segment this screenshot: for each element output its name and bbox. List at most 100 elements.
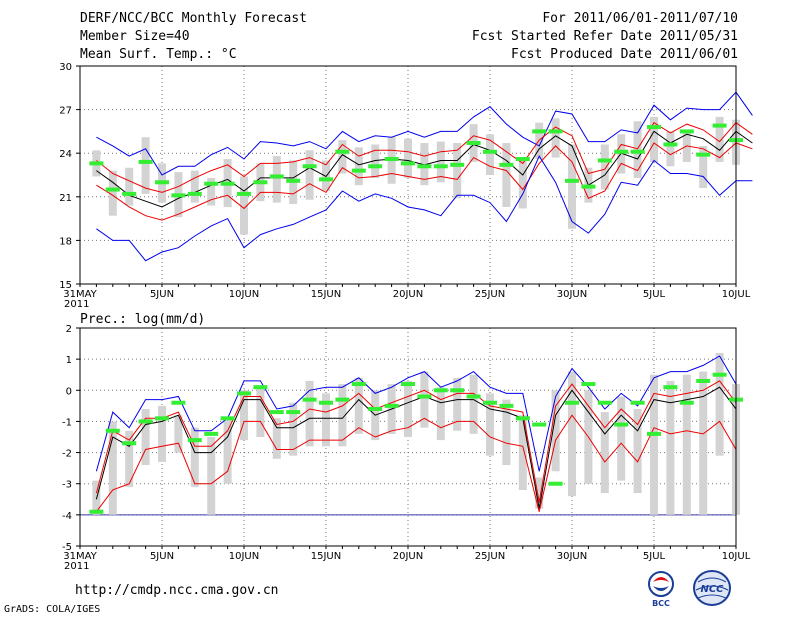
prec-obs-marker	[368, 406, 383, 411]
temp-range-bar	[486, 134, 494, 175]
prec-obs-marker	[89, 509, 104, 514]
temp-range-bar	[420, 143, 429, 186]
prec-obs-marker	[417, 394, 432, 399]
prec-line-max	[95, 355, 737, 472]
temp-obs-marker	[630, 149, 645, 154]
prec-range-bar	[518, 415, 527, 490]
prec-range-bar	[322, 393, 330, 447]
prec-panel-title: Prec.: log(mm/d)	[80, 312, 205, 327]
temp-range-bar	[715, 116, 724, 162]
temp-range-bar	[125, 167, 134, 206]
temp-ytick-label: 21	[59, 193, 72, 204]
temp-xtick-label: 25JUN	[475, 289, 505, 300]
prec-range-bar	[305, 380, 314, 447]
temp-line-p90	[96, 122, 753, 193]
member-size: Member Size=40	[80, 29, 190, 44]
temp-year-label: 2011	[64, 299, 89, 310]
temp-range-bar	[190, 170, 199, 203]
temp-range-bar	[568, 144, 576, 229]
prec-obs-marker	[565, 400, 579, 405]
temp-obs-marker	[351, 168, 366, 173]
temp-range-bar	[108, 170, 117, 216]
temp-obs-marker	[122, 191, 137, 196]
prec-obs-marker	[614, 422, 629, 427]
temp-range-bar	[404, 138, 412, 178]
prec-range-bar	[420, 371, 429, 428]
temp-obs-marker	[204, 181, 219, 186]
prec-range-bar	[617, 396, 626, 481]
temp-obs-marker	[269, 174, 284, 179]
prec-obs-marker	[532, 422, 547, 427]
prec-obs-marker	[548, 481, 563, 486]
temp-range-bar	[633, 121, 642, 178]
prec-obs-marker	[630, 400, 645, 405]
temp-line-p10	[96, 142, 753, 221]
temp-xtick-label: 5JUN	[150, 289, 174, 300]
prec-range-bar	[600, 412, 609, 494]
temp-range-bar	[141, 137, 150, 194]
temp-obs-marker	[401, 161, 415, 166]
prec-range-bar	[190, 427, 199, 487]
temp-obs-marker	[663, 142, 678, 147]
temp-ytick-label: 27	[59, 106, 72, 117]
temp-line-max	[96, 91, 753, 176]
prec-line-ens_mean	[95, 386, 737, 509]
prec-range-bar	[289, 402, 298, 456]
temp-obs-marker	[220, 181, 235, 186]
variable-label: Mean Surf. Temp.: °C	[80, 47, 237, 62]
temp-range-bar	[240, 176, 248, 235]
temp-obs-marker	[368, 164, 383, 169]
temp-range-bar	[354, 147, 363, 186]
temp-obs-marker	[647, 125, 661, 130]
temp-obs-marker	[548, 129, 563, 134]
ncc-logo: NCC	[693, 570, 731, 606]
prec-obs-marker	[384, 403, 399, 408]
temp-obs-marker	[187, 191, 202, 196]
temp-obs-marker	[105, 187, 120, 192]
prec-obs-marker	[450, 388, 465, 393]
prec-range-bar	[141, 408, 150, 466]
ncc-logo-text: NCC	[700, 584, 724, 595]
temp-obs-marker	[171, 193, 186, 198]
prec-range-bar	[404, 380, 412, 437]
source-url[interactable]: http://cmdp.ncc.cma.gov.cn	[75, 583, 279, 598]
prec-obs-marker	[220, 416, 235, 421]
prec-range-bar	[207, 437, 216, 515]
prec-obs-marker	[286, 410, 301, 415]
temp-range-bar	[272, 156, 281, 203]
forecast-produced-date: Fcst Produced Date 2011/06/01	[511, 47, 738, 62]
prec-obs-marker	[712, 372, 727, 377]
prec-year-label: 2011	[64, 561, 89, 572]
prec-range-bar	[469, 374, 478, 434]
temp-obs-marker	[712, 123, 727, 128]
prec-obs-marker	[302, 397, 317, 402]
temp-obs-marker	[696, 152, 711, 157]
temp-xtick-label: 15JUN	[311, 289, 341, 300]
temp-range-bar	[666, 131, 675, 167]
prec-line-p90	[95, 380, 737, 503]
prec-obs-marker	[155, 416, 169, 421]
temp-obs-marker	[253, 180, 268, 185]
prec-obs-marker	[696, 378, 711, 383]
temp-obs-marker	[302, 164, 317, 169]
temp-obs-marker	[614, 149, 629, 154]
grads-credit: GrADS: COLA/IGES	[4, 604, 101, 615]
prec-obs-marker	[597, 400, 612, 405]
temp-obs-marker	[138, 159, 153, 164]
temp-obs-marker	[384, 157, 399, 162]
prec-obs-marker	[335, 397, 350, 402]
prec-xtick-label: 30JUN	[557, 551, 587, 562]
temp-obs-marker	[597, 158, 612, 163]
prec-obs-marker	[237, 391, 251, 396]
prec-ytick-label: -4	[62, 511, 72, 522]
prec-range-bar	[223, 418, 232, 484]
prec-range-bar	[502, 399, 511, 466]
prec-range-bar	[453, 377, 462, 431]
prec-xtick-label: 10JUL	[722, 551, 751, 562]
prec-ytick-label: -2	[62, 449, 72, 460]
prec-range-bar	[486, 393, 494, 456]
temp-range-bar	[207, 177, 216, 206]
prec-ytick-label: 0	[66, 386, 72, 397]
prec-obs-marker	[204, 431, 219, 436]
